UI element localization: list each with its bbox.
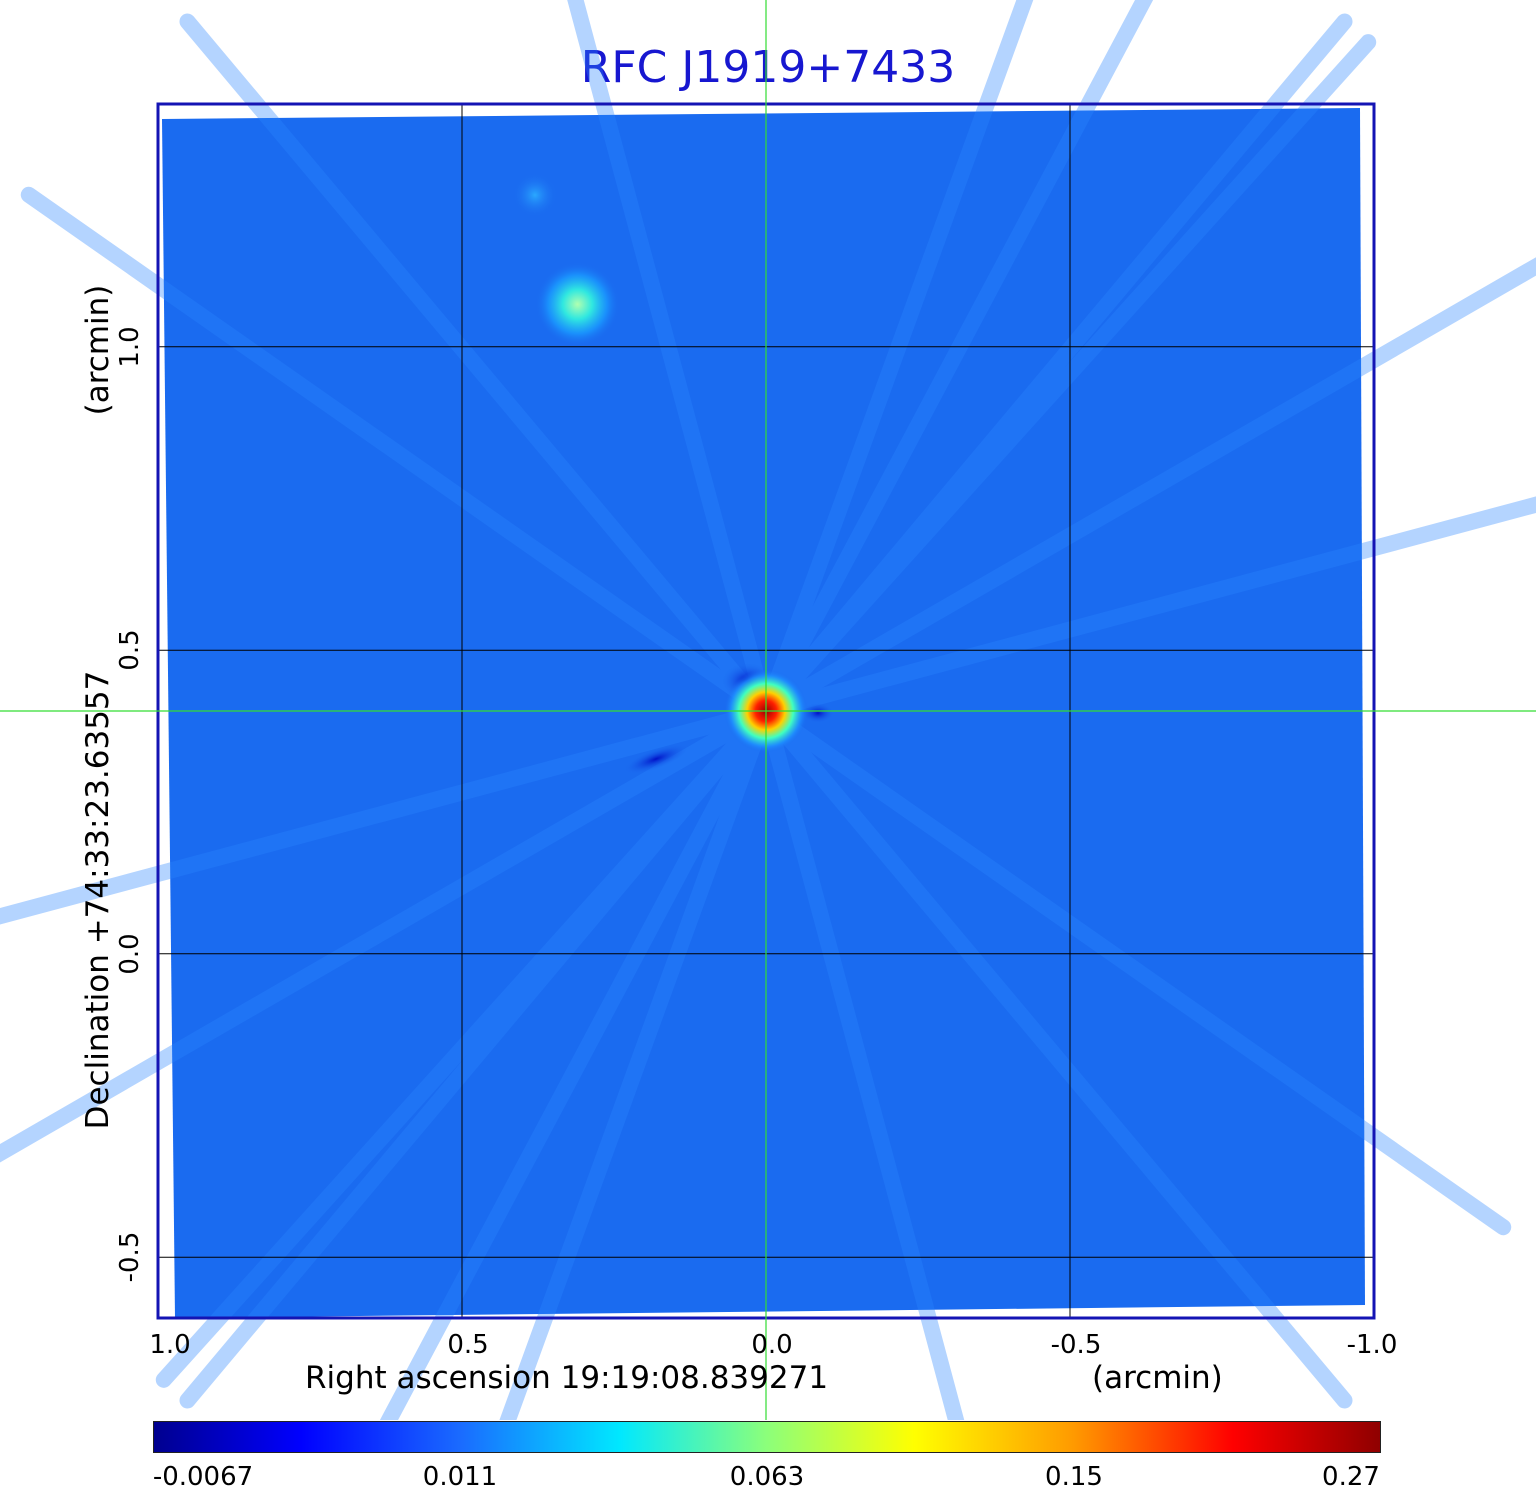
source-2: [535, 262, 620, 347]
y-tick-label: 1.0: [115, 326, 145, 368]
sky-map: [0, 0, 1536, 1420]
x-tick-label: 0.0: [751, 1330, 793, 1360]
x-axis-label: Right ascension 19:19:08.839271: [305, 1360, 829, 1396]
colorbar-tick-label: 0.15: [1045, 1462, 1103, 1492]
negative-lobe: [802, 703, 834, 723]
negative-lobe: [623, 744, 689, 774]
chart-title: RFC J1919+7433: [580, 42, 956, 93]
y-tick-label: -0.5: [115, 1231, 145, 1283]
source-3: [512, 173, 557, 218]
crosshair: [0, 0, 1536, 1420]
colorbar-tick-label: 0.063: [729, 1462, 805, 1492]
x-axis-unit: (arcmin): [1092, 1360, 1223, 1396]
y-axis-unit: (arcmin): [80, 284, 116, 416]
y-tick-label: 0.5: [115, 629, 145, 671]
colorbar-tick-label: 0.27: [1322, 1462, 1380, 1492]
y-axis-label: Declination +74:33:23.63557: [80, 670, 116, 1130]
colorbar-tick-label: -0.0067: [152, 1462, 254, 1492]
x-tick-label: -1.0: [1346, 1330, 1398, 1360]
colorbar-tick-label: 0.011: [422, 1462, 498, 1492]
x-tick-label: 0.5: [447, 1330, 489, 1360]
x-tick-label: 1.0: [149, 1330, 191, 1360]
y-tick-label: 0.0: [115, 933, 145, 975]
x-tick-label: -0.5: [1050, 1330, 1102, 1360]
colorbar: [153, 1421, 1381, 1453]
